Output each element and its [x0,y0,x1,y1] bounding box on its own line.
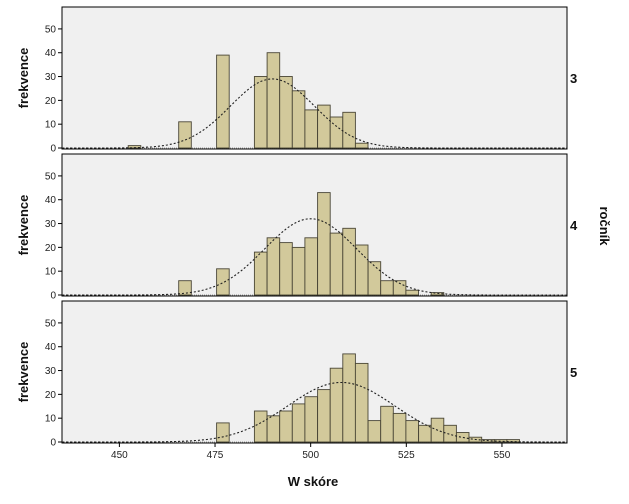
panel-3: 0 10 20 30 40 50 frekvence 3 [16,6,577,155]
histogram-bar [253,76,268,149]
y-tick-label: 0 [50,291,56,302]
y-tick-label: 30 [45,366,57,377]
y-tick-label: 40 [45,342,57,353]
histogram-bar [354,142,369,149]
histogram-bar [178,121,192,149]
y-tick-label: 20 [45,390,57,401]
y-tick-label: 0 [50,438,56,449]
histogram-bar [405,289,419,296]
y-axis-label: frekvence [16,342,31,403]
histogram-bar [291,246,306,296]
x-tick-label: 525 [398,450,415,461]
histogram-bar [178,280,192,296]
histogram-bar [455,432,470,443]
x-tick-label: 550 [494,450,511,461]
histogram-bar [342,227,356,296]
facet-axis-label: ročník [597,206,612,246]
y-tick-label: 10 [45,120,57,131]
y-tick-label: 40 [45,48,57,59]
histogram-bar [266,415,281,443]
histogram-bar [380,405,394,443]
histogram-bar [380,280,394,296]
panel-5: 0 10 20 30 40 50 frekvence 5 [16,300,577,449]
y-axis-label: frekvence [16,48,31,109]
x-tick-label: 450 [111,450,128,461]
histogram-bar [317,192,331,296]
histogram-bar [342,353,356,443]
histogram-bar [354,244,369,296]
histogram-bar [506,439,520,443]
histogram-bar [304,396,318,443]
histogram-bar [216,422,230,443]
histogram-bar [304,237,318,296]
x-tick-label: 475 [207,450,224,461]
histogram-bar [216,54,230,149]
y-tick-label: 30 [45,72,57,83]
normal-curve [62,218,567,296]
histogram-bar [279,242,293,296]
histogram-bar [418,424,432,443]
histogram-bar [329,232,344,296]
normal-curve [62,78,567,149]
histogram-bar [291,90,306,149]
x-tick-label: 500 [302,450,319,461]
histogram-bar [367,420,382,443]
histogram-bar [317,389,331,443]
histogram-bar [329,367,344,443]
histogram-bar [392,412,407,443]
histogram-bar [216,268,230,296]
x-axis-ticks: 450 475 500 525 550 [111,443,511,461]
histogram-bar [291,403,306,443]
y-tick-label: 0 [50,144,56,155]
histogram-bar [317,104,331,149]
histogram-bar [342,111,356,149]
histogram-bar [405,420,419,443]
y-tick-label: 10 [45,267,57,278]
histogram-bar [354,362,369,443]
y-tick-label: 20 [45,243,57,254]
panel-label: 3 [570,71,577,86]
histogram-bar [443,424,457,443]
y-tick-label: 20 [45,96,57,107]
x-axis-label: W skóre [288,474,339,489]
panel-label: 4 [570,218,578,233]
histogram-bar [253,251,268,296]
histogram-bar [279,76,293,149]
y-tick-label: 30 [45,219,57,230]
y-tick-label: 10 [45,414,57,425]
y-tick-label: 50 [45,171,57,182]
histogram-bar [329,116,344,149]
histogram-bar [279,410,293,443]
panel-label: 5 [570,365,577,380]
y-tick-label: 50 [45,318,57,329]
y-tick-label: 50 [45,24,57,35]
histogram-bar [266,52,281,149]
panel-4: 0 10 20 30 40 50 frekvence 4 [16,153,578,302]
histogram-bar [253,410,268,443]
histogram-bar [304,109,318,149]
histogram-bar [266,237,281,296]
normal-curve [62,381,567,443]
y-axis-label: frekvence [16,195,31,256]
histogram-bar [367,261,382,296]
y-tick-label: 40 [45,195,57,206]
